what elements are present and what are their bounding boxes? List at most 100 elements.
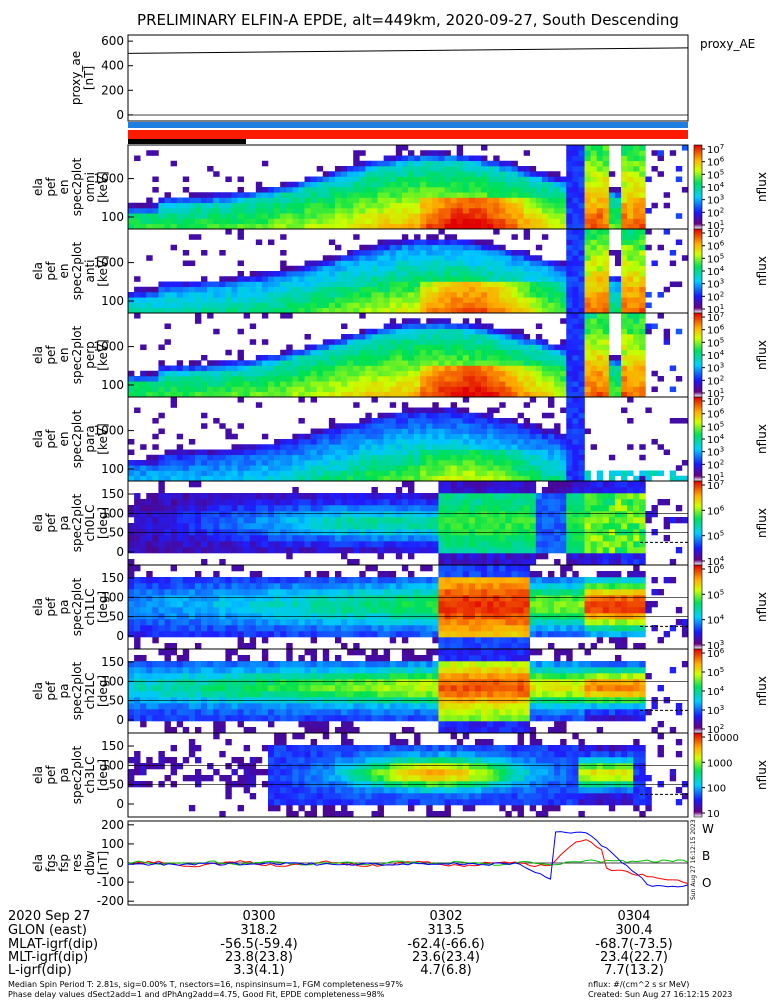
heatmap-cell [341,523,348,530]
heatmap-cell [426,493,433,500]
heatmap-cell [633,328,640,335]
heatmap-cell [322,192,330,198]
heatmap-cell [468,213,476,219]
heatmap-cell [487,487,494,494]
heatmap-cell [371,541,378,548]
heatmap-cell [249,197,257,204]
heatmap-cell [170,470,177,477]
heatmap-cell [426,386,433,393]
heatmap-cell [481,334,488,340]
heatmap-cell [395,160,403,167]
heatmap-cell [426,202,433,209]
heatmap-cell [304,511,311,518]
heatmap-cell [468,547,476,554]
heatmap-cell [487,439,494,445]
heatmap-cell [134,595,141,602]
heatmap-cell [621,250,628,256]
heatmap-cell [182,499,190,506]
heatmap-cell [499,365,506,372]
heatmap-cell [621,493,628,500]
heatmap-cell [529,197,537,204]
heatmap-cell [450,323,457,330]
heatmap-cell [450,423,457,429]
heatmap-cell [353,255,360,261]
heatmap-cell [462,475,470,482]
heatmap-cell [432,328,439,335]
heatmap-cell [286,297,293,303]
heatmap-cell [584,499,591,506]
heatmap-cell [602,281,610,288]
heatmap-cell [541,355,549,361]
heatmap-cell [274,529,281,536]
heatmap-cell [261,187,269,193]
heatmap-cell [310,192,317,198]
heatmap-cell [383,260,391,267]
heatmap-cell [304,505,311,512]
heatmap-cell [493,213,500,219]
heatmap-cell [535,292,543,298]
heatmap-cell [572,260,579,267]
heatmap-cell [268,499,275,506]
heatmap-cell [341,360,348,366]
heatmap-cell [383,355,391,361]
heatmap-cell [468,181,476,188]
heatmap-cell [474,529,482,536]
heatmap-cell [365,433,372,440]
heatmap-cell [438,176,445,183]
heatmap-cell [182,250,190,256]
heatmap-cell [286,360,293,366]
heatmap-cell [426,454,433,461]
heatmap-cell [523,517,531,524]
heatmap-cell [280,475,287,482]
heatmap-cell [304,541,311,548]
heatmap-cell [176,493,184,500]
heatmap-cell [371,535,378,542]
heatmap-cell [322,355,330,361]
heatmap-cell [517,376,524,382]
heatmap-cell [535,428,543,435]
heatmap-cell [194,234,202,240]
heatmap-cell [566,339,573,345]
heatmap-cell [414,493,421,500]
heatmap-cell [353,302,360,309]
heatmap-cell [243,386,251,393]
heatmap-cell [383,192,391,198]
heatmap-cell [487,271,494,277]
heatmap-cell [341,365,348,372]
heatmap-cell [487,208,494,214]
heatmap-cell [371,307,378,314]
heatmap-cell [481,391,488,398]
heatmap-cell [621,302,628,309]
heatmap-cell [584,176,591,183]
heatmap-cell [621,487,628,494]
heatmap-cell [316,286,324,293]
heatmap-cell [401,418,409,424]
heatmap-cell [529,302,537,309]
heatmap-cell [578,302,585,309]
heatmap-cell [304,271,311,277]
heatmap-cell [286,499,293,506]
heatmap-cell [280,187,287,193]
heatmap-cell [523,197,531,204]
heatmap-cell [164,465,171,471]
heatmap-cell [347,449,354,456]
heatmap-cell [420,517,427,524]
heatmap-cell [268,297,275,303]
heatmap-cell [608,192,616,198]
heatmap-cell [243,223,251,230]
heatmap-cell [450,265,457,272]
heatmap-cell [456,511,464,518]
heatmap-cell [383,511,391,518]
heatmap-cell [414,541,421,548]
heatmap-cell [408,418,415,424]
heatmap-cell [249,493,257,500]
heatmap-cell [395,239,403,246]
heatmap-cell [414,428,421,435]
heatmap-cell [243,505,251,512]
heatmap-cell [182,297,190,303]
heatmap-cell [651,370,658,377]
heatmap-cell [523,260,531,267]
heatmap-cell [572,171,579,177]
heatmap-cell [292,365,299,372]
heatmap-cell [481,344,488,351]
